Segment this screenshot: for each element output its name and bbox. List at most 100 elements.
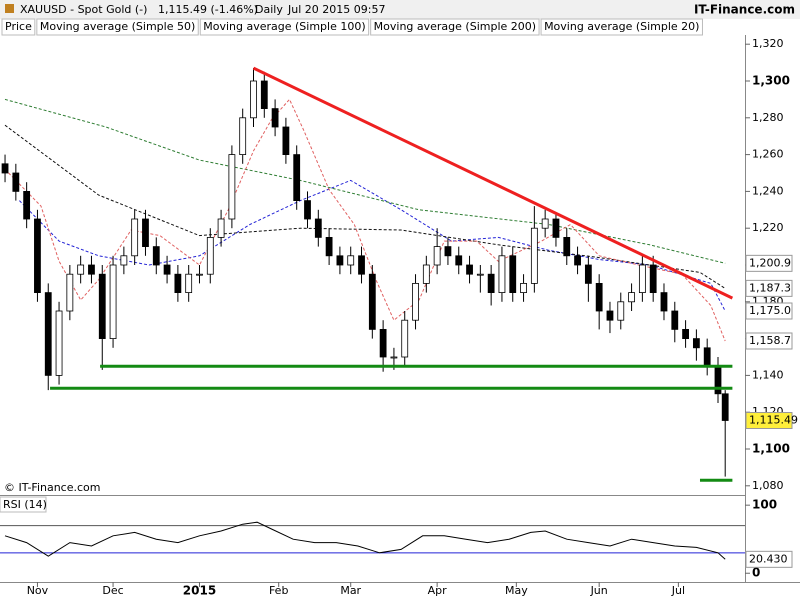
legend-entry[interactable]: Moving average (Simple 200) <box>374 20 536 33</box>
y-tick-label: 1,100 <box>752 442 790 456</box>
candle-body <box>433 246 441 266</box>
candle-body <box>530 227 538 284</box>
legend-box <box>199 18 370 36</box>
end-label-bg <box>745 279 793 297</box>
icon <box>5 4 14 13</box>
candle-body <box>412 282 419 321</box>
candle-body <box>293 154 301 202</box>
candle-body <box>174 273 182 294</box>
end-label: 1,200.9 <box>749 256 791 269</box>
legend-entry[interactable]: Moving average (Simple 50) <box>40 20 195 33</box>
candle-body <box>131 218 139 257</box>
candle-body <box>77 264 85 275</box>
rsi-title: RSI (14) <box>3 498 47 511</box>
quote: 1,115.49 (-1.46%) <box>158 3 258 16</box>
end-label-bg <box>745 254 793 272</box>
moving-average-line <box>4 98 726 342</box>
header-bar <box>0 0 800 19</box>
candle-body <box>617 301 625 321</box>
candle-body <box>152 246 160 266</box>
price-label: 1,115.49 <box>749 413 798 426</box>
y-tick-label: 1,080 <box>752 479 784 492</box>
candle-body <box>44 292 52 376</box>
candle-body <box>703 347 711 367</box>
candle-body <box>271 108 279 128</box>
candle-body <box>476 273 484 276</box>
y-tick-label: 1,140 <box>752 368 784 381</box>
candle-body <box>228 154 236 220</box>
candle-body <box>66 273 74 312</box>
candle-body <box>498 255 506 294</box>
y-tick-label: 1,320 <box>752 37 784 50</box>
x-tick-label: Dec <box>102 584 123 597</box>
candle-body <box>217 218 225 238</box>
candle-body <box>98 273 106 340</box>
watermark: © IT-Finance.com <box>4 481 101 494</box>
candle-body <box>649 264 657 294</box>
candle-body <box>671 310 679 330</box>
candle-body <box>336 255 344 266</box>
legend-box <box>540 18 703 36</box>
candle-body <box>196 273 203 276</box>
candle-body <box>422 264 430 284</box>
candle-body <box>325 236 333 257</box>
candle-body <box>34 218 41 293</box>
legend-box <box>36 18 199 36</box>
candle-body <box>584 264 592 284</box>
candle-body <box>314 218 322 238</box>
y-tick-label: 1,260 <box>752 148 784 161</box>
candle-body <box>574 255 581 266</box>
y-tick-label: 0 <box>752 566 760 580</box>
candle-body <box>541 218 549 229</box>
candle-body <box>12 172 20 192</box>
trendline <box>252 66 734 300</box>
candle-body <box>563 236 571 257</box>
candle-body <box>660 292 668 312</box>
end-label: 1,158.7 <box>749 334 791 347</box>
candle-body <box>444 246 452 257</box>
symbol: XAUUSD - Spot Gold (-) <box>20 3 147 16</box>
candle-body <box>368 273 376 330</box>
rsi-value-label-bg <box>745 550 793 568</box>
datetime: Jul 20 2015 09:57 <box>287 3 385 16</box>
legend-entry[interactable]: Moving average (Simple 20) <box>544 20 699 33</box>
candle-body <box>628 292 635 303</box>
candle-body <box>455 255 463 266</box>
candle-body <box>509 255 517 294</box>
candle-body <box>23 190 31 220</box>
candle-body <box>142 218 149 248</box>
candle-body <box>347 255 355 266</box>
legend-entry[interactable]: Moving average (Simple 100) <box>203 20 365 33</box>
x-tick-label: Nov <box>27 584 49 597</box>
candle-body <box>185 273 193 294</box>
y-tick-label: 100 <box>752 498 777 512</box>
candle-body <box>466 264 473 275</box>
end-label-bg <box>745 302 793 320</box>
x-tick-label: Jun <box>590 584 608 597</box>
candle-body <box>55 310 63 376</box>
candle-body <box>163 264 171 275</box>
end-label-bg <box>745 332 793 350</box>
x-tick-label: Mar <box>340 584 361 597</box>
rsi-value-label: 20.430 <box>749 552 788 565</box>
y-tick-label: 1,240 <box>752 184 784 197</box>
candle-body <box>520 282 527 293</box>
period: Daily <box>255 3 283 16</box>
price-label-bg <box>745 411 793 429</box>
rsi-line <box>4 521 726 560</box>
candle-body <box>109 264 117 339</box>
end-label: 1,187.3 <box>749 281 791 294</box>
candle-body <box>721 393 729 421</box>
brand: IT-Finance.com <box>694 3 795 17</box>
candle-body <box>120 255 128 266</box>
candle-body <box>606 310 614 321</box>
legend-box <box>370 18 540 36</box>
legend-entry[interactable]: Price <box>5 20 32 33</box>
candle-body <box>1 163 9 174</box>
candle-body <box>379 328 387 358</box>
rsi-title-bg <box>0 496 47 513</box>
legend-box <box>1 18 36 36</box>
candle-body <box>682 328 689 339</box>
candle-body <box>692 338 700 349</box>
